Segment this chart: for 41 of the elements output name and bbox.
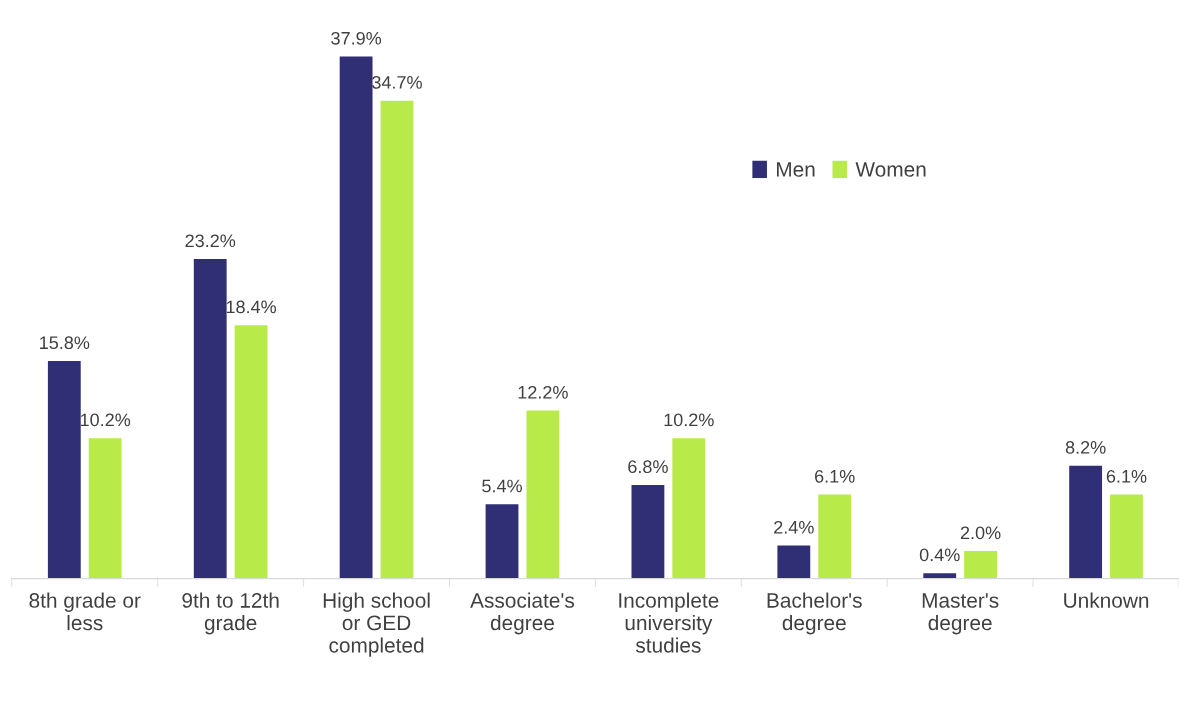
bar bbox=[234, 325, 268, 579]
data-label: 6.8% bbox=[628, 460, 668, 474]
legend-label: Women bbox=[855, 162, 926, 177]
bar bbox=[672, 438, 706, 579]
x-tick-label: High school or GED completed bbox=[323, 592, 430, 657]
bar bbox=[193, 259, 227, 579]
data-label: 6.1% bbox=[815, 469, 855, 483]
data-label: 18.4% bbox=[226, 300, 277, 314]
bar bbox=[964, 551, 997, 579]
data-label: 2.4% bbox=[774, 520, 814, 534]
data-label: 12.2% bbox=[518, 385, 568, 399]
data-label: 5.4% bbox=[482, 479, 522, 493]
data-label: 10.2% bbox=[664, 413, 714, 427]
data-label: 37.9% bbox=[331, 31, 382, 45]
data-label: 0.4% bbox=[919, 548, 960, 562]
data-label: 8.2% bbox=[1065, 441, 1106, 454]
data-label: 15.8% bbox=[40, 336, 90, 350]
data-label: 2.0% bbox=[960, 526, 1001, 540]
bar bbox=[631, 484, 665, 579]
bar bbox=[47, 361, 81, 579]
data-label: 10.2% bbox=[80, 413, 131, 427]
bar bbox=[485, 504, 519, 579]
bar bbox=[923, 573, 957, 579]
data-label: 6.1% bbox=[1106, 469, 1147, 483]
bar bbox=[380, 100, 414, 579]
bar bbox=[1110, 494, 1143, 579]
x-tick-label: Incomplete university studies bbox=[619, 592, 719, 653]
legend-label: Men bbox=[777, 162, 815, 177]
bar bbox=[339, 56, 373, 579]
data-label: 23.2% bbox=[185, 234, 236, 248]
x-tick-label: Master's degree bbox=[922, 593, 999, 635]
bar bbox=[1069, 465, 1103, 579]
bar bbox=[88, 438, 122, 579]
x-tick-label: 9th to 12th grade bbox=[182, 592, 279, 635]
bar bbox=[777, 545, 811, 579]
bar bbox=[818, 494, 852, 579]
bar bbox=[526, 410, 560, 579]
x-tick-label: Bachelor's degree bbox=[767, 592, 862, 635]
x-tick-label: Unknown bbox=[1064, 592, 1149, 608]
x-tick-label: Associate's degree bbox=[470, 592, 575, 635]
x-tick-label: 8th grade or less bbox=[29, 592, 141, 631]
